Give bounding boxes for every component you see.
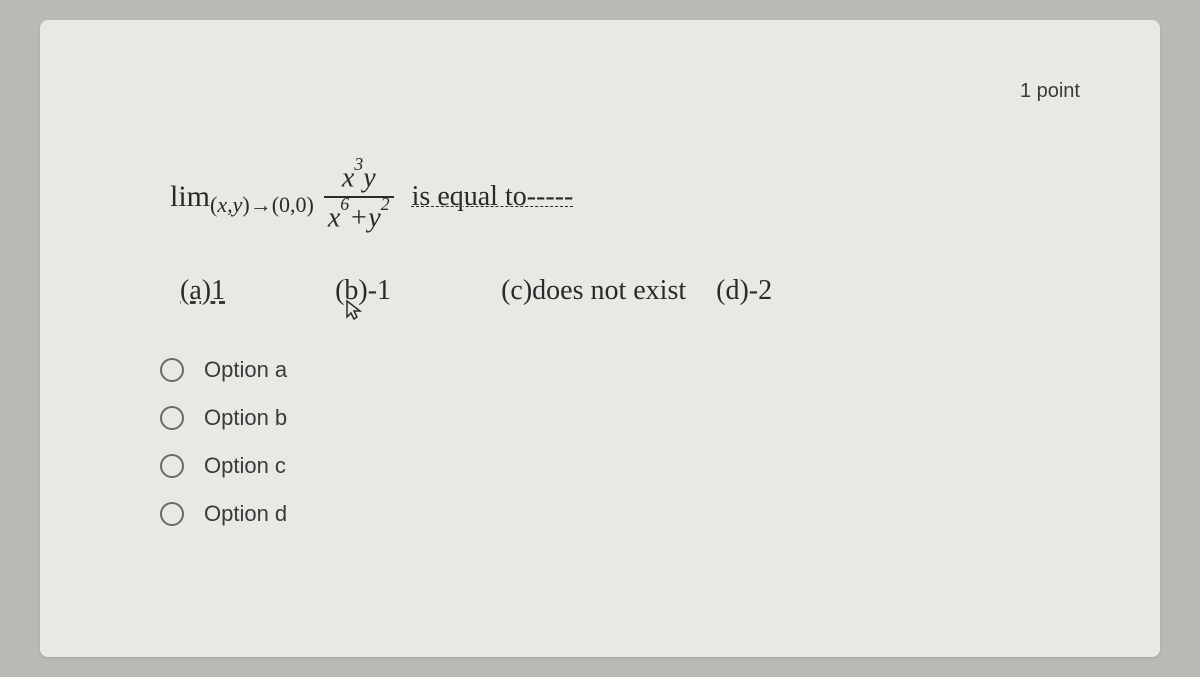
choice-b: (b)-1 bbox=[335, 275, 391, 307]
option-label: Option b bbox=[204, 405, 287, 431]
choice-cd-group: (c)does not exist (d)-2 bbox=[501, 275, 772, 307]
radio-icon bbox=[160, 358, 184, 382]
denominator: x6+y2 bbox=[324, 200, 394, 234]
radio-icon bbox=[160, 454, 184, 478]
choice-c: (c)does not exist bbox=[501, 275, 686, 307]
quiz-card: 1 point lim (x,y)→(0,0) x3y x6+y2 is equ… bbox=[40, 20, 1160, 657]
radio-icon bbox=[160, 502, 184, 526]
question-text: lim (x,y)→(0,0) x3y x6+y2 is equal to---… bbox=[170, 160, 1110, 235]
choice-a: (a)1 bbox=[180, 275, 225, 307]
cursor-icon bbox=[345, 299, 365, 323]
option-c[interactable]: Option c bbox=[160, 453, 1110, 479]
option-b[interactable]: Option b bbox=[160, 405, 1110, 431]
option-d[interactable]: Option d bbox=[160, 501, 1110, 527]
choice-d: (d)-2 bbox=[716, 275, 772, 307]
option-label: Option a bbox=[204, 357, 287, 383]
points-label: 1 point bbox=[1020, 80, 1080, 103]
radio-icon bbox=[160, 406, 184, 430]
fraction: x3y x6+y2 bbox=[324, 160, 394, 235]
numerator: x3y bbox=[338, 160, 380, 194]
equal-to-text: is equal to----- bbox=[412, 181, 574, 213]
option-label: Option c bbox=[204, 453, 286, 479]
options-list: Option a Option b Option c Option d bbox=[160, 357, 1110, 527]
answer-choices: (a)1 (b)-1 (c)does not exist (d)-2 bbox=[180, 275, 1110, 307]
limit-symbol: lim bbox=[170, 180, 210, 214]
option-a[interactable]: Option a bbox=[160, 357, 1110, 383]
option-label: Option d bbox=[204, 501, 287, 527]
limit-subscript: (x,y)→(0,0) bbox=[210, 192, 314, 218]
